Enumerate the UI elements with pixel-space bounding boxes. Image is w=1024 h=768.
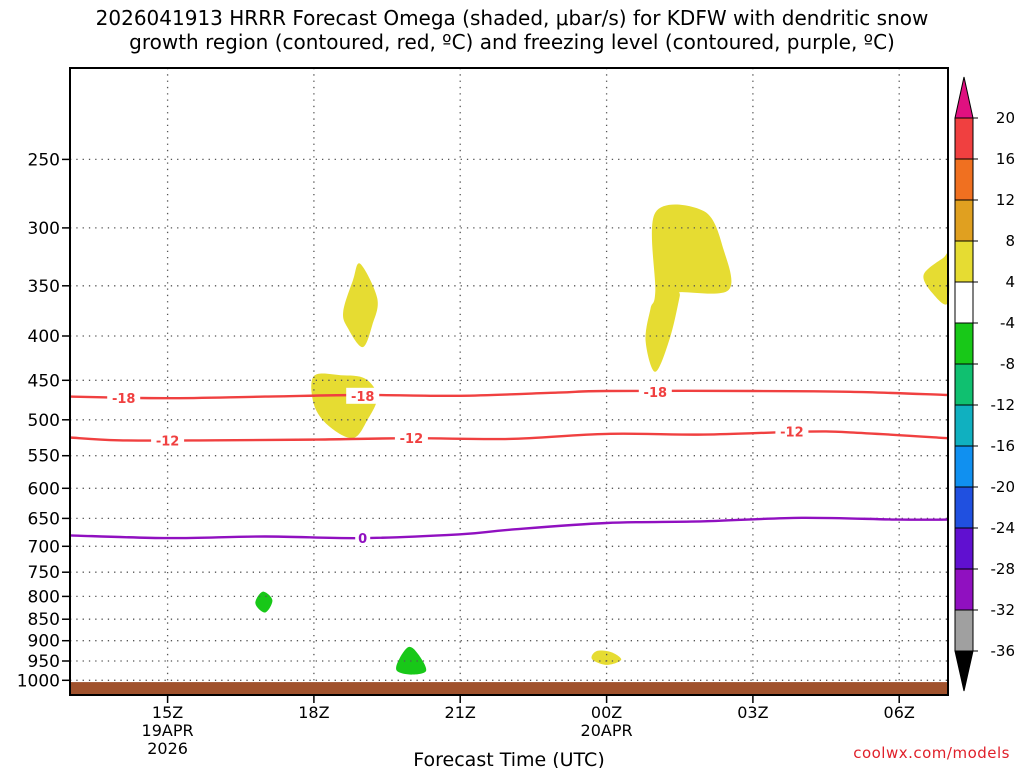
contour-label--18-0: -18: [112, 392, 136, 407]
contour-label--18-1: -18: [351, 390, 375, 405]
contour-label--12-0: -12: [156, 434, 180, 449]
omega-region-4: [591, 650, 622, 665]
colorbar-band-0: [954, 117, 974, 160]
colorbar-label-13: -36: [991, 642, 1016, 660]
surface-layer: [70, 682, 948, 695]
colorbar-label-10: -24: [991, 519, 1016, 537]
contour-label-bg: [394, 430, 428, 447]
colorbar-label-7: -12: [991, 396, 1016, 414]
y-tick-label-350: 350: [28, 277, 60, 297]
ground-surface: [70, 682, 948, 695]
x-tick-sublabel: 20APR: [581, 721, 633, 740]
colorbar-band-3: [954, 240, 974, 283]
colorbar-band-10: [954, 527, 974, 570]
colorbar-label-3: 8: [1005, 232, 1015, 250]
y-tick-label-400: 400: [28, 327, 60, 347]
x-tick-label-03Z: 03Z: [737, 703, 768, 722]
colorbar-label-5: -4: [1000, 314, 1015, 332]
y-tick-label-300: 300: [28, 219, 60, 239]
contour-label-bg: [638, 383, 672, 400]
y-tick-label-550: 550: [28, 447, 60, 467]
colorbar: 20 16 12 8 4 -4 -8 -12 -16 -20 -24 -28 -32 -36: [954, 76, 1016, 692]
y-tick-label-950: 950: [28, 652, 60, 672]
contour-label-0-0: 0: [358, 532, 367, 547]
colorbar-top-arrow: [954, 76, 974, 119]
x-tick-label-21Z: 21Z: [445, 703, 476, 722]
colorbar-label-1: 16: [996, 150, 1015, 168]
y-tick-label-500: 500: [28, 411, 60, 431]
y-tick-label-700: 700: [28, 537, 60, 557]
colorbar-label-4: 4: [1005, 273, 1015, 291]
omega-region-2: [645, 204, 732, 372]
contour-label--12-2: -12: [780, 426, 804, 441]
omega-region-5: [255, 591, 273, 613]
colorbar-label-0: 20: [996, 109, 1015, 127]
colorbar-label-6: -8: [1000, 355, 1015, 373]
colorbar-band-12: [954, 609, 974, 652]
colorbar-label-12: -32: [991, 601, 1016, 619]
contour-label-bg: [355, 530, 371, 547]
x-tick-label-00Z: 00Z: [591, 703, 622, 722]
contours: -18 -18 -18 -12 -12 -12 0: [69, 383, 949, 547]
colorbar-band-9: [954, 486, 974, 529]
contour-label-bg: [151, 432, 185, 449]
site-credit: coolwx.com/models: [853, 744, 1010, 762]
contour-label--12-1: -12: [400, 432, 424, 447]
colorbar-label-2: 12: [996, 191, 1015, 209]
y-tick-label-750: 750: [28, 563, 60, 583]
y-tick-label-1000: 1000: [17, 671, 60, 691]
colorbar-band-2: [954, 199, 974, 242]
y-tick-label-250: 250: [28, 150, 60, 170]
colorbar-label-8: -16: [991, 437, 1016, 455]
colorbar-label-11: -28: [991, 560, 1016, 578]
x-tick-label-18Z: 18Z: [298, 703, 329, 722]
axes: 2503003504004505005506006507007508008509…: [17, 150, 915, 758]
contour-label-bg: [346, 387, 380, 404]
colorbar-band-6: [954, 363, 974, 406]
colorbar-bottom-arrow: [954, 650, 974, 692]
x-tick-label-15Z: 15Z: [152, 703, 183, 722]
colorbar-band-5: [954, 322, 974, 365]
omega-region-3: [923, 253, 950, 305]
y-tick-label-650: 650: [28, 509, 60, 529]
chart-title-line-1: 2026041913 HRRR Forecast Omega (shaded, …: [95, 6, 929, 30]
x-tick-sublabel: 19APR: [142, 721, 194, 740]
contour-label-bg: [107, 390, 141, 407]
x-axis-label: Forecast Time (UTC): [413, 749, 604, 768]
contour-label-bg: [775, 423, 809, 440]
omega-region-1: [311, 373, 378, 439]
contour-line--18: [69, 389, 949, 400]
colorbar-band-8: [954, 445, 974, 488]
contour-line--12: [69, 430, 949, 442]
chart-title-line-2: growth region (contoured, red, ºC) and f…: [129, 30, 895, 54]
contour-label--18-2: -18: [644, 386, 668, 401]
contour-line-0: [69, 516, 949, 540]
colorbar-band-1: [954, 158, 974, 201]
y-tick-label-900: 900: [28, 632, 60, 652]
colorbar-label-9: -20: [991, 478, 1016, 496]
chart-title: 2026041913 HRRR Forecast Omega (shaded, …: [0, 6, 1024, 54]
y-tick-label-600: 600: [28, 479, 60, 499]
x-tick-sublabel: 2026: [147, 739, 188, 758]
x-tick-label-06Z: 06Z: [884, 703, 915, 722]
plot-frame: [69, 67, 949, 696]
y-tick-label-800: 800: [28, 587, 60, 607]
omega-region-0: [343, 263, 378, 348]
y-tick-label-850: 850: [28, 610, 60, 630]
y-tick-label-450: 450: [28, 371, 60, 391]
colorbar-band-11: [954, 568, 974, 611]
colorbar-band-4: [954, 281, 974, 324]
colorbar-band-7: [954, 404, 974, 447]
grid: [70, 68, 948, 695]
